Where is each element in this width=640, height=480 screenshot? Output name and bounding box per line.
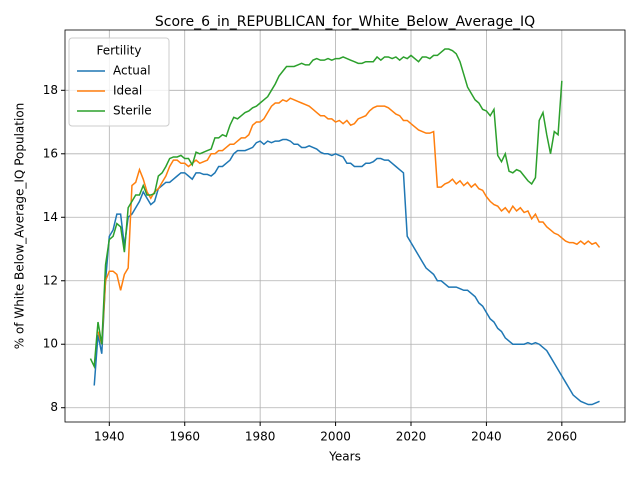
chart-title: Score_6_in_REPUBLICAN_for_White_Below_Av…	[155, 14, 535, 30]
legend-title: Fertility	[96, 44, 141, 58]
x-axis-label: Years	[328, 450, 361, 464]
x-tick-label: 1940	[94, 430, 125, 444]
x-tick-label: 1980	[245, 430, 276, 444]
x-tick-label: 2020	[396, 430, 427, 444]
y-tick-label: 12	[43, 273, 58, 287]
legend-label: Actual	[113, 64, 151, 78]
x-tick-label: 2000	[320, 430, 351, 444]
series-line	[93, 138, 600, 406]
x-tick-label: 1960	[169, 430, 200, 444]
legend-label: Sterile	[113, 104, 152, 118]
y-tick-label: 16	[43, 146, 58, 160]
y-tick-label: 14	[43, 210, 58, 224]
legend-label: Ideal	[113, 84, 142, 98]
y-tick-label: 8	[50, 400, 58, 414]
x-tick-label: 2060	[547, 430, 578, 444]
y-tick-label: 10	[43, 337, 58, 351]
series-line	[89, 48, 563, 370]
y-axis-label: % of White Below_Average_IQ Population	[13, 103, 27, 350]
series-line	[97, 97, 601, 345]
plot-frame	[64, 29, 626, 423]
legend-box	[68, 37, 170, 127]
y-tick-label: 18	[43, 83, 58, 97]
x-tick-label: 2040	[471, 430, 502, 444]
